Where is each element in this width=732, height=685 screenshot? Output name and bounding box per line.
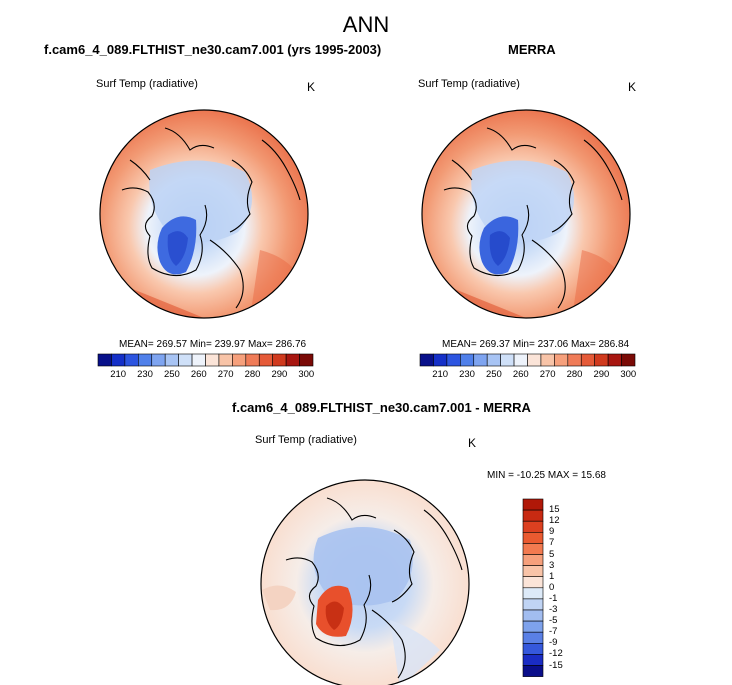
panel1-colorbar-tick-label: 210 [110, 369, 127, 380]
panel1-colorbar-swatch [245, 353, 260, 367]
panel3-colorbar-tick-label: 7 [549, 537, 555, 549]
panel2-colorbar-tick-label: 270 [539, 369, 556, 380]
panel3-colorbar-swatch [522, 609, 544, 622]
panel1-colorbar-swatch [111, 353, 126, 367]
panel1-units: K [307, 80, 316, 94]
panel3-colorbar-tick-label: 9 [549, 526, 555, 538]
panel1-stats: MEAN= 269.57 Min= 239.97 Max= 286.76 [119, 339, 307, 350]
panel2-colorbar-swatch [594, 353, 609, 367]
panel2-colorbar-swatch [567, 353, 582, 367]
panel2-colorbar-tick-label: 210 [432, 369, 449, 380]
panel2-colorbar-swatch [486, 353, 501, 367]
panel1-colorbar-tick-label: 300 [298, 369, 315, 380]
panel2-colorbar-tick-label: 230 [459, 369, 475, 380]
panel1-map [99, 109, 309, 319]
panel3-colorbar-tick-label: -3 [549, 604, 558, 615]
panel3-colorbar-tick-label: -12 [549, 648, 563, 660]
panel3-colorbar-swatch [522, 665, 544, 677]
panel2-colorbar-swatch [554, 353, 569, 367]
panel3-map [260, 479, 470, 685]
panel1-colorbar-tick-label: 280 [244, 369, 261, 380]
panel2-variable: Surf Temp (radiative) [418, 78, 520, 90]
panel3-colorbar-tick-label: 12 [549, 515, 560, 527]
panel1-variable: Surf Temp (radiative) [96, 78, 198, 90]
panel2-colorbar-swatch [621, 353, 636, 367]
panel3-colorbar-tick-label: -15 [549, 659, 563, 671]
figure-title: ANN [342, 12, 390, 37]
panel3-colorbar-swatch [522, 554, 544, 566]
panel1-header: f.cam6_4_089.FLTHIST_ne30.cam7.001 (yrs … [44, 42, 382, 57]
panel3-colorbar-tick-label: 15 [549, 504, 560, 516]
panel1-colorbar-swatch [191, 353, 206, 367]
panel1-colorbar-tick-label: 250 [163, 369, 180, 380]
panel1-colorbar-swatch [232, 353, 247, 367]
panel3-stats: MIN = -10.25 MAX = 15.68 [487, 470, 606, 481]
panel1-colorbar-swatch [138, 353, 153, 367]
panel1-colorbar-swatch [178, 353, 193, 367]
panel1-colorbar-swatch [218, 353, 233, 367]
panel1-colorbar-swatch [97, 353, 112, 367]
panel2-colorbar-tick-label: 290 [593, 369, 610, 380]
panel3-colorbar-tick-label: 0 [549, 581, 555, 593]
panel3-colorbar-tick-label: -9 [549, 637, 558, 649]
panel2-colorbar-swatch [513, 353, 528, 367]
panel2-colorbar-tick-label: 280 [566, 369, 583, 380]
panel2-colorbar [419, 353, 636, 367]
panel3-colorbar-swatch [522, 543, 544, 555]
panel3-colorbar-swatch [522, 587, 544, 600]
panel3-colorbar-tick-label: 1 [549, 570, 555, 582]
panel1-colorbar-swatch [299, 353, 314, 367]
panel2-colorbar-swatch [460, 353, 475, 367]
panel2-colorbar-swatch [473, 353, 488, 367]
panel3-colorbar-swatch [522, 654, 544, 666]
panel1-colorbar-tick-label: 270 [217, 369, 234, 380]
panel2-colorbar-swatch [607, 353, 622, 367]
panel2-colorbar-swatch [433, 353, 448, 367]
panel1-colorbar-swatch [124, 353, 139, 367]
panel1-colorbar-swatch [272, 353, 287, 367]
panel3-colorbar [522, 498, 544, 677]
panel1-colorbar-swatch [151, 353, 166, 367]
panel3-colorbar-swatch [522, 631, 544, 644]
panel3-colorbar-tick-label: 3 [549, 559, 555, 571]
panel1-colorbar-swatch [205, 353, 220, 367]
panel2-colorbar-swatch [419, 353, 434, 367]
panel3-colorbar-swatch [522, 498, 544, 511]
panel2-colorbar-swatch [500, 353, 515, 367]
panel3-colorbar-swatch [522, 520, 544, 533]
panel3-colorbar-swatch [522, 565, 544, 577]
panel3-colorbar-swatch [522, 620, 544, 633]
panel3-colorbar-swatch [522, 598, 544, 611]
panel1-colorbar-swatch [258, 353, 273, 367]
panel2-colorbar-swatch [580, 353, 595, 367]
panel3-colorbar-swatch [522, 642, 544, 655]
panel3-colorbar-swatch [522, 576, 544, 589]
panel2-map [421, 109, 631, 319]
panel1-colorbar-tick-label: 290 [271, 369, 288, 380]
panel1-colorbar-swatch [164, 353, 179, 367]
panel3-header: f.cam6_4_089.FLTHIST_ne30.cam7.001 - MER… [232, 400, 531, 415]
panel3-colorbar-tick-label: -5 [549, 615, 558, 627]
panel3-colorbar-swatch [522, 509, 544, 522]
panel3-variable: Surf Temp (radiative) [255, 434, 357, 446]
panel3-colorbar-swatch [522, 531, 544, 544]
panel2-units: K [628, 80, 637, 94]
panel3-colorbar-tick-label: 5 [549, 548, 555, 560]
panel3-colorbar-tick-label: -7 [549, 626, 558, 638]
panel2-colorbar-tick-label: 250 [485, 369, 502, 380]
panel3-colorbar-tick-label: -1 [549, 592, 558, 604]
panel2-colorbar-swatch [527, 353, 542, 367]
panel2-colorbar-tick-label: 260 [512, 369, 529, 380]
panel2-header: MERRA [508, 42, 556, 57]
panel2-colorbar-swatch [540, 353, 555, 367]
panel2-colorbar-tick-label: 300 [620, 369, 637, 380]
panel1-colorbar-tick-label: 230 [137, 369, 153, 380]
panel3-units: K [468, 436, 477, 450]
panel1-colorbar-tick-label: 260 [190, 369, 207, 380]
panel2-colorbar-swatch [446, 353, 461, 367]
panel1-colorbar-swatch [285, 353, 300, 367]
panel2-stats: MEAN= 269.37 Min= 237.06 Max= 286.84 [442, 339, 630, 350]
panel1-colorbar [97, 353, 314, 367]
